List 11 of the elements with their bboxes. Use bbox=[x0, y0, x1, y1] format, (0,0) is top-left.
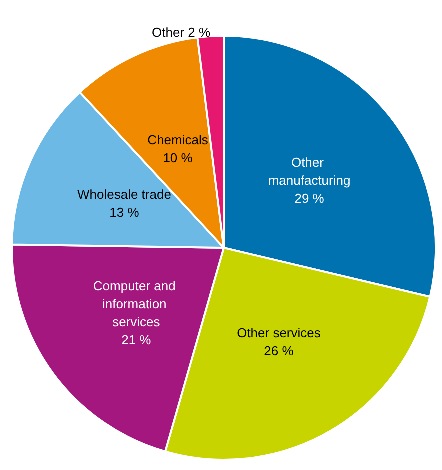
category-label: Other 2 % bbox=[152, 24, 211, 40]
data-label: 29 % bbox=[294, 190, 325, 206]
slice-label: Chemicals bbox=[148, 132, 209, 148]
slice-label: Other services bbox=[237, 326, 322, 341]
slice-label: Wholesale trade bbox=[77, 187, 172, 202]
data-label: 26 % bbox=[264, 344, 294, 359]
slice-label: Computer and information services bbox=[93, 278, 180, 330]
slice-label: Other manufacturing bbox=[268, 154, 351, 188]
data-label: 13 % bbox=[110, 205, 140, 220]
data-label: 10 % bbox=[163, 150, 194, 166]
data-label: 21 % bbox=[122, 332, 152, 348]
